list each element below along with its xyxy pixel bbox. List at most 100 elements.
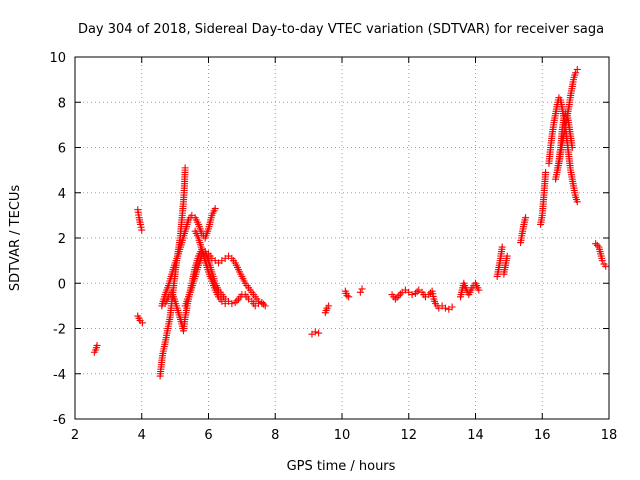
data-point <box>253 295 261 303</box>
y-axis-label: SDTVAR / TECUs <box>8 185 23 292</box>
data-point <box>448 303 456 311</box>
data-point <box>596 248 604 256</box>
data-point <box>236 293 244 301</box>
data-point <box>135 314 143 322</box>
data-point <box>498 245 506 253</box>
data-point <box>565 150 573 158</box>
data-point <box>216 295 224 303</box>
data-point <box>163 295 171 303</box>
data-point <box>260 300 268 308</box>
data-point <box>167 272 175 280</box>
data-point <box>177 241 185 249</box>
data-point <box>250 291 258 299</box>
data-point <box>197 227 205 235</box>
data-point <box>170 261 178 269</box>
y-tick-label: 0 <box>58 277 66 292</box>
data-point <box>92 344 100 352</box>
data-point <box>393 293 401 301</box>
data-point <box>243 293 251 301</box>
data-point <box>210 207 218 215</box>
data-point <box>356 288 364 296</box>
data-point <box>161 338 169 346</box>
x-tick-label: 18 <box>601 428 618 443</box>
data-point <box>458 288 466 296</box>
data-point <box>551 112 559 120</box>
data-point <box>411 289 419 297</box>
y-tick-label: 2 <box>58 232 66 247</box>
data-point <box>503 254 511 262</box>
data-point <box>566 130 574 138</box>
data-point <box>519 223 527 231</box>
data-points <box>90 65 610 380</box>
data-point <box>246 286 254 294</box>
y-tick-label: -4 <box>53 368 66 383</box>
data-point <box>240 277 248 285</box>
data-point <box>342 289 350 297</box>
data-point <box>550 121 558 129</box>
data-point <box>181 166 189 174</box>
x-tick-label: 16 <box>534 428 551 443</box>
data-point <box>571 71 579 79</box>
data-point <box>565 105 573 113</box>
data-point <box>237 270 245 278</box>
data-point <box>228 300 236 308</box>
grid-lines <box>75 57 609 419</box>
data-point <box>221 300 229 308</box>
data-point <box>572 196 580 204</box>
data-point <box>565 119 573 127</box>
data-point <box>461 282 469 290</box>
data-point <box>315 329 323 337</box>
data-point <box>170 295 178 303</box>
data-point <box>408 291 416 299</box>
data-point <box>494 266 502 274</box>
data-point <box>207 214 215 222</box>
data-point <box>243 282 251 290</box>
x-tick-label: 12 <box>400 428 417 443</box>
data-point <box>566 164 574 172</box>
y-tick-labels: -6 -4 -2 0 2 4 6 8 10 <box>49 51 66 428</box>
data-point <box>181 315 189 323</box>
x-tick-label: 14 <box>467 428 484 443</box>
y-tick-label: 8 <box>58 96 66 111</box>
data-point <box>390 293 398 301</box>
data-point <box>174 252 182 260</box>
data-point <box>197 243 205 251</box>
data-point <box>166 315 174 323</box>
data-point <box>187 286 195 294</box>
data-point <box>193 218 201 226</box>
y-tick-label: 4 <box>58 187 66 202</box>
data-point <box>311 328 319 336</box>
data-point <box>570 182 578 190</box>
data-point <box>441 304 449 312</box>
data-point <box>558 103 566 111</box>
data-point <box>137 223 145 231</box>
data-point <box>598 254 606 262</box>
data-point <box>429 292 437 300</box>
data-point <box>258 300 266 308</box>
data-point <box>548 132 556 140</box>
data-point <box>230 257 238 265</box>
data-point <box>501 263 509 271</box>
data-point <box>136 218 144 226</box>
data-point <box>200 254 208 262</box>
data-point <box>204 266 212 274</box>
data-point <box>193 232 201 240</box>
data-point <box>210 284 218 292</box>
axis-ticks <box>74 56 610 420</box>
data-point <box>180 229 188 237</box>
x-tick-labels: 2 4 6 8 10 12 14 16 18 <box>71 428 617 443</box>
data-point <box>190 275 198 283</box>
data-point <box>158 354 166 362</box>
data-point <box>194 263 202 271</box>
data-point <box>163 327 171 335</box>
data-point <box>231 298 239 306</box>
data-point <box>204 227 212 235</box>
data-point <box>413 288 421 296</box>
x-tick-label: 8 <box>271 428 279 443</box>
data-point <box>568 85 576 93</box>
data-point <box>325 302 333 310</box>
data-point <box>431 297 439 305</box>
data-point <box>233 297 241 305</box>
data-point <box>566 94 574 102</box>
